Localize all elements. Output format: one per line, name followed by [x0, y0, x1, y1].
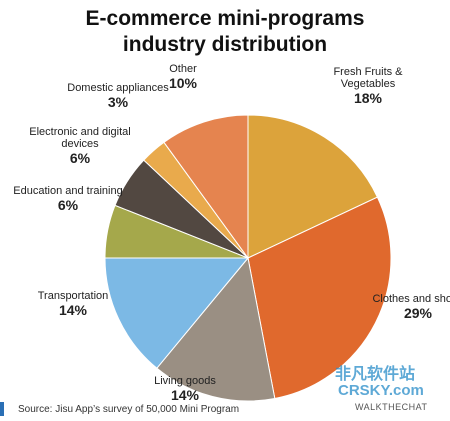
- value-label: 14%: [170, 387, 200, 403]
- source-marker: [0, 402, 4, 416]
- category-label: Electronic and digital devices: [29, 126, 131, 150]
- chart-title: E-commerce mini-programs industry distri…: [85, 7, 365, 56]
- watermark: 非凡软件站: [335, 366, 416, 383]
- value-label: 6%: [57, 197, 79, 213]
- slice-label: Transportation 14%: [18, 290, 128, 318]
- category-label: Education and training: [13, 185, 123, 197]
- watermark: CRSKY.com: [338, 382, 424, 399]
- slice-label: Electronic and digital devices 6%: [25, 126, 135, 166]
- value-label: 29%: [403, 305, 433, 321]
- slice-label: Domestic appliances 3%: [63, 82, 173, 110]
- pie-slice: [247, 114, 379, 259]
- value-label: 10%: [168, 75, 198, 91]
- slice-label: Living goods 14%: [130, 375, 240, 403]
- category-label: Living goods: [154, 375, 216, 387]
- category-label: Clothes and shoes: [372, 293, 450, 305]
- pie-slice: [156, 256, 276, 402]
- slice-label: Education and training 6%: [13, 185, 123, 213]
- category-label: Other: [169, 63, 197, 75]
- slice-label: Other 10%: [128, 63, 238, 91]
- slice-label: Fresh Fruits & Vegetables 18%: [313, 66, 423, 106]
- category-label: Domestic appliances: [67, 82, 169, 94]
- category-label: Fresh Fruits & Vegetables: [333, 66, 403, 90]
- value-label: 14%: [58, 302, 88, 318]
- pie-slice: [247, 196, 392, 400]
- category-label: Transportation: [37, 290, 109, 302]
- pie-slice: [104, 257, 250, 369]
- pie-slice: [163, 114, 249, 260]
- value-label: 6%: [69, 150, 91, 166]
- source: Source: Jisu App’s survey of 50,000 Mini…: [18, 404, 240, 415]
- credit: WALKTHECHAT: [355, 402, 428, 412]
- slice-label: Clothes and shoes29%: [363, 293, 450, 321]
- value-label: 3%: [107, 94, 129, 110]
- value-label: 18%: [353, 90, 383, 106]
